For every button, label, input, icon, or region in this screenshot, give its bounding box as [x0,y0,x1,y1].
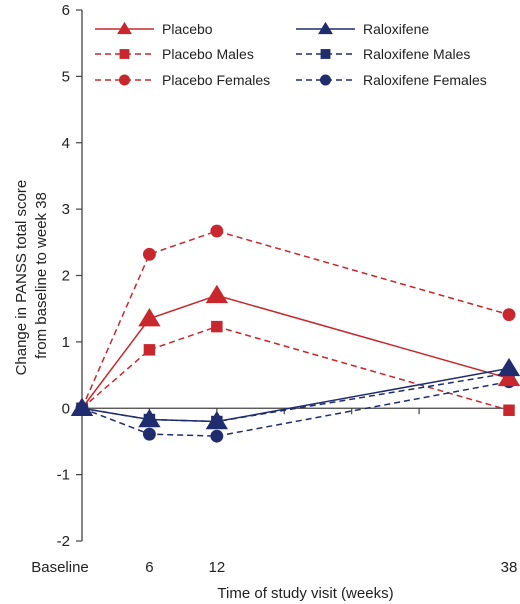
data-point-placebo [138,308,161,327]
legend-marker [117,21,132,35]
data-point-placebo [205,284,229,304]
legend-label: Raloxifene Females [363,72,487,88]
y-tick-label: 3 [62,201,70,218]
x-tick-label: 6 [145,559,153,576]
data-point-placebo [497,367,520,387]
data-point-placebo-females [502,308,516,322]
series-line-raloxifene-females [81,380,510,437]
data-point-raloxifene [497,357,520,377]
legend-item-placebo-males: Placebo Males [95,46,254,62]
legend-item-raloxifene: Raloxifene [296,21,429,37]
series-line-raloxifene [81,367,510,423]
series-placebo-males [76,320,515,416]
y-axis-title-line-2: from baseline to week 38 [33,192,50,359]
data-point-placebo-males [211,320,223,333]
legend-marker [319,74,332,86]
series-placebo [70,284,520,416]
x-tick-label: 12 [208,559,225,576]
legend-marker [118,74,131,86]
data-point-raloxifene [138,408,161,428]
legend: Placebo Raloxifene Placebo Males Raloxifene… [95,21,487,88]
y-tick-label: -2 [57,533,70,550]
legend-marker [119,49,130,59]
series-line-placebo [81,294,510,409]
x-tick-label: Baseline [31,559,89,576]
x-tick-label: 38 [501,559,518,576]
series-placebo-females [75,224,516,415]
legend-label: Placebo Males [162,46,254,62]
legend-item-raloxifene-males: Raloxifene Males [296,46,470,62]
legend-marker [318,21,333,35]
series-raloxifene [70,357,520,430]
y-tick-label: -1 [57,467,70,484]
data-point-placebo-females [142,247,156,261]
x-axis-title: Time of study visit (weeks) [217,585,393,602]
legend-item-placebo-females: Placebo Females [95,72,270,88]
data-point-placebo-males [143,344,156,356]
legend-label: Raloxifene Males [363,46,470,62]
legend-item-placebo: Placebo [95,21,213,37]
data-point-placebo-females [210,224,224,238]
y-tick-label: 4 [62,135,70,152]
series-layer [70,224,520,443]
y-tick-label: 6 [62,2,70,19]
data-point-placebo-males [503,404,515,416]
data-point-raloxifene [70,397,94,416]
y-ticks: -2 -1 0 1 2 3 4 5 6 [57,2,82,550]
y-tick-label: 1 [62,334,70,351]
data-point-raloxifene [205,410,229,430]
y-tick-label: 0 [62,400,70,417]
data-point-raloxifene-females [210,429,224,443]
y-axis-title-line-1: Change in PANSS total score [13,180,30,376]
y-tick-label: 2 [62,268,70,285]
data-point-raloxifene-females [142,427,156,441]
legend-label: Placebo [162,21,213,37]
x-ticks: Baseline 6 12 38 [31,408,517,576]
series-line-placebo-females [81,230,510,409]
legend-label: Raloxifene [363,21,429,37]
y-axis-title: Change in PANSS total score from baselin… [13,176,50,376]
y-tick-label: 5 [62,68,70,85]
series-line-placebo-males [81,325,510,411]
legend-label: Placebo Females [162,72,270,88]
legend-marker [320,49,331,59]
legend-item-raloxifene-females: Raloxifene Females [296,72,487,88]
